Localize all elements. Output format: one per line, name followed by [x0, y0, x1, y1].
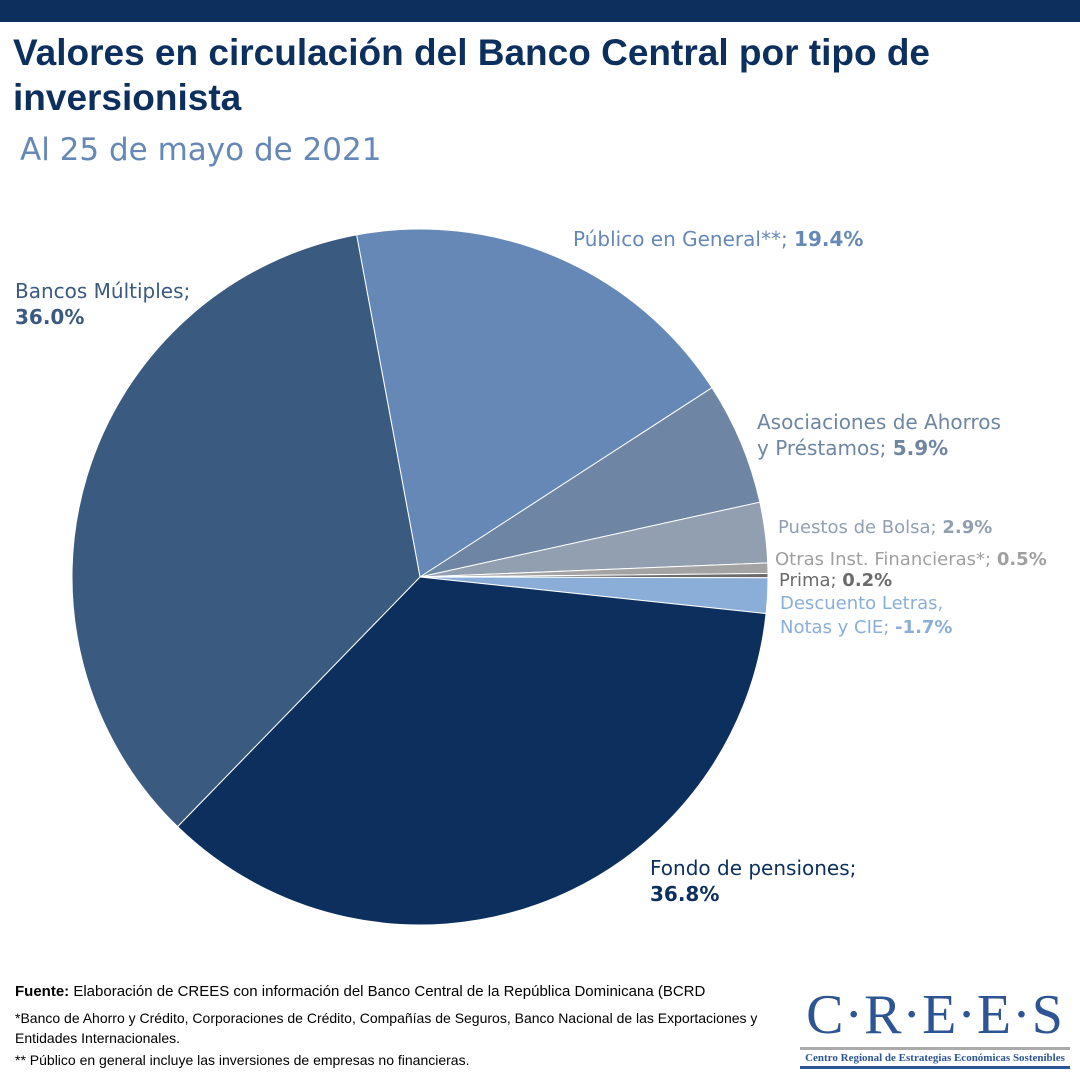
logo-wordmark: C·R·E·E·S [806, 984, 1064, 1046]
pie-slice-1 [419, 386, 761, 578]
label-publico: Público en General**; 19.4% [573, 227, 864, 251]
crees-logo: C·R·E·E·S Centro Regional de Estrategias… [800, 985, 1070, 1069]
top-bar [0, 0, 1080, 22]
label-fondo: Fondo de pensiones; 36.8% [650, 856, 857, 906]
chart-subtitle: Al 25 de mayo de 2021 [20, 132, 382, 168]
logo-tagline: Centro Regional de Estrategias Económica… [805, 1052, 1065, 1064]
pie-slice-6 [176, 576, 767, 926]
label-otras: Otras Inst. Financieras*; 0.5% [775, 549, 1047, 570]
footer-source: Fuente: Elaboración de CREES con informa… [15, 983, 706, 1000]
label-prima: Prima; 0.2% [779, 570, 893, 591]
label-asociaciones: Asociaciones de Ahorros y Préstamos; 5.9% [757, 410, 1001, 460]
label-puestos: Puestos de Bolsa; 2.9% [778, 517, 993, 538]
label-descuento: Descuento Letras, Notas y CIE; -1.7% [780, 593, 953, 638]
pie-slice-0 [355, 228, 713, 578]
pie-slice-7 [71, 234, 421, 828]
chart-title: Valores en circulación del Banco Central… [13, 32, 931, 118]
label-bancos: Bancos Múltiples; 36.0% [15, 279, 191, 329]
footer-note-2: ** Público en general incluye las invers… [15, 1052, 470, 1068]
footer-note-1: *Banco de Ahorro y Crédito, Corporacione… [15, 1010, 758, 1046]
